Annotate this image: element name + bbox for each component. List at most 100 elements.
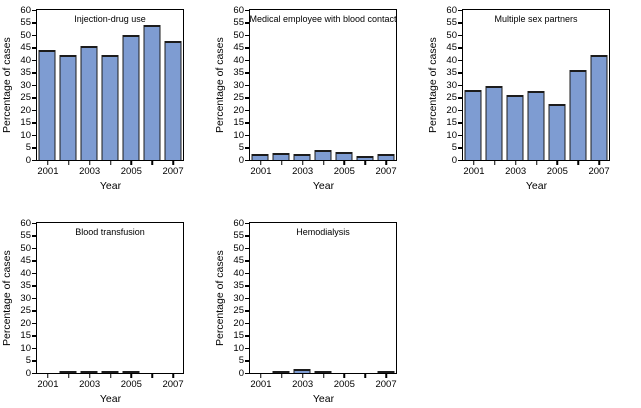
y-tick-mark xyxy=(245,372,249,375)
x-tick-mark xyxy=(385,161,387,165)
y-tick-label: 10 xyxy=(446,129,457,141)
y-tick-label: 30 xyxy=(233,292,244,304)
chart-title: Medical employee with blood contact xyxy=(249,14,397,24)
x-tick-mark xyxy=(130,161,133,165)
y-axis-title: Percentage of cases xyxy=(1,250,13,347)
x-tick-mark xyxy=(301,161,304,165)
bar xyxy=(59,55,77,160)
x-tick-mark xyxy=(47,161,49,165)
y-tick-label: 35 xyxy=(233,280,244,291)
bar xyxy=(38,50,56,160)
x-tick-mark xyxy=(109,374,112,378)
chart-title: Multiple sex partners xyxy=(494,14,578,24)
y-axis: 0 5 10 15 20 25 30 35 40 45 50 55 60 xyxy=(227,218,249,378)
x-tick-mark xyxy=(364,374,366,378)
x-tick-mark xyxy=(47,374,49,378)
y-tick-mark xyxy=(32,247,36,250)
x-axis-ticks xyxy=(251,374,397,378)
bar xyxy=(293,368,311,373)
x-tick-mark xyxy=(260,161,262,165)
y-tick-mark xyxy=(32,222,36,225)
x-tick-label: 2003 xyxy=(79,379,101,390)
y-tick-mark xyxy=(245,297,249,300)
y-tick-label: 40 xyxy=(233,267,244,279)
x-tick-label: 2007 xyxy=(375,379,397,390)
bar xyxy=(164,41,182,160)
y-tick-mark xyxy=(32,159,36,162)
y-tick-mark xyxy=(32,84,36,87)
plot-column: Multiple sex partners 2001 2003 2005 2007 Yea… xyxy=(462,9,610,192)
x-axis-labels: 2001 2003 2005 2007 xyxy=(37,379,183,391)
y-tick-mark xyxy=(32,297,36,300)
plot-column: Injection-drug use 2001 2003 2005 2007 Year xyxy=(36,9,184,192)
y-tick-label: 0 xyxy=(451,154,457,166)
y-tick-label: 45 xyxy=(233,255,244,266)
y-tick-label: 10 xyxy=(20,342,31,354)
chart-injection-drug-use: Percentage of cases 0 5 10 15 20 25 30 35 40 45 50 5… xyxy=(0,2,213,192)
y-tick-mark xyxy=(245,109,249,112)
y-tick-label: 15 xyxy=(20,117,31,128)
y-tick-mark xyxy=(32,109,36,112)
y-tick-label: 5 xyxy=(238,355,244,366)
bar xyxy=(527,91,545,160)
y-tick-mark xyxy=(32,72,36,74)
bar xyxy=(464,90,482,160)
y-axis: 0 5 10 15 20 25 30 35 40 45 50 55 60 xyxy=(14,217,36,378)
y-tick-label: 25 xyxy=(233,305,244,316)
y-tick-mark xyxy=(32,97,36,99)
x-axis-labels: 2001 2003 2005 2007 xyxy=(250,166,397,178)
plot-column: Blood transfusion 2001 2003 2005 2007 Year xyxy=(36,222,184,405)
y-tick-mark xyxy=(32,260,36,262)
y-tick-label: 15 xyxy=(446,117,457,128)
bar xyxy=(293,154,311,160)
y-tick-mark xyxy=(32,272,36,275)
y-tick-mark xyxy=(32,235,36,237)
y-tick-label: 50 xyxy=(20,29,31,41)
y-tick-label: 5 xyxy=(238,142,244,153)
y-tick-mark xyxy=(32,372,36,375)
x-axis-title: Year xyxy=(312,180,335,192)
x-axis-title: Year xyxy=(525,180,548,192)
y-tick-mark xyxy=(245,235,249,237)
y-tick-label: 30 xyxy=(20,292,31,304)
y-tick-label: 30 xyxy=(233,79,244,91)
y-tick-mark xyxy=(458,22,462,24)
y-tick-label: 50 xyxy=(446,29,457,41)
y-tick-label: 60 xyxy=(20,217,31,229)
bar xyxy=(143,25,161,160)
plot-area: Multiple sex partners xyxy=(462,9,610,161)
y-tick-mark xyxy=(245,72,249,74)
x-tick-label: 2007 xyxy=(375,166,397,177)
y-tick-label: 45 xyxy=(20,42,31,53)
y-tick-label: 60 xyxy=(446,4,457,16)
chart-title: Blood transfusion xyxy=(75,227,145,237)
y-tick-mark xyxy=(245,147,249,149)
y-tick-label: 25 xyxy=(20,305,31,316)
x-tick-mark xyxy=(322,374,325,378)
bar xyxy=(122,35,140,160)
y-axis: 0 5 10 15 20 25 30 35 40 45 50 55 60 xyxy=(14,5,36,165)
x-tick-label: 2005 xyxy=(546,166,568,177)
y-axis-title: Percentage of cases xyxy=(1,37,13,134)
x-tick-mark xyxy=(343,374,346,378)
y-tick-mark xyxy=(245,59,249,62)
x-tick-label: 2005 xyxy=(333,166,355,177)
y-tick-label: 0 xyxy=(25,367,31,379)
y-tick-mark xyxy=(32,322,36,325)
chart-body: Percentage of cases 0 5 10 15 20 25 30 35 40 45 50 5… xyxy=(426,2,639,192)
x-tick-mark xyxy=(172,374,174,378)
y-tick-label: 15 xyxy=(20,330,31,341)
x-axis-ticks xyxy=(38,374,184,378)
chart-title: Injection-drug use xyxy=(74,14,146,24)
y-axis-title: Percentage of cases xyxy=(214,37,226,134)
bar xyxy=(485,86,503,160)
y-tick-label: 35 xyxy=(446,67,457,78)
y-tick-mark xyxy=(245,34,249,37)
x-axis-title: Year xyxy=(312,393,335,405)
y-axis-title: Percentage of cases xyxy=(214,250,226,347)
y-tick-mark xyxy=(458,97,462,99)
y-tick-label: 40 xyxy=(20,54,31,66)
y-tick-mark xyxy=(245,159,249,162)
x-tick-label: 2003 xyxy=(292,379,314,390)
y-tick-mark xyxy=(32,22,36,24)
